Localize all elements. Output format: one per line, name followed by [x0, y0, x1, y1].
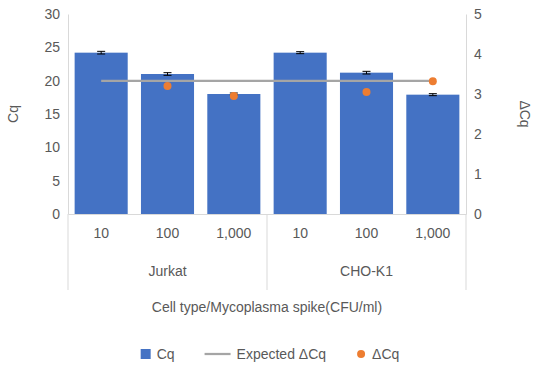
error-bar [296, 52, 304, 54]
y2-tick-label: 0 [474, 206, 482, 222]
y-axis-title: Cq [5, 105, 21, 123]
legend-label: ΔCq [372, 346, 399, 362]
y-tick: 5 [52, 173, 68, 189]
error-bar-cap [97, 54, 105, 55]
y2-tick: 0 [466, 206, 482, 222]
y2-tick-label: 1 [474, 166, 482, 182]
group-separator [466, 214, 467, 290]
line [101, 80, 433, 82]
y-tick: 10 [44, 139, 68, 155]
chart: 0 5 10 15 20 25 30 0 1 2 3 4 5 10 100 1,000 10 100 1,000 Ju… [0, 0, 540, 372]
x-axis-title: Cell type/Mycoplasma spike(CFU/ml) [152, 299, 382, 315]
error-bar-cap [296, 51, 304, 52]
x-tick: 100 [355, 214, 379, 241]
y-tick: 0 [52, 206, 68, 222]
legend-label: Cq [157, 346, 175, 362]
point [429, 77, 437, 85]
legend-swatch [205, 353, 231, 355]
error-bar [164, 73, 172, 76]
legend-item: Expected ΔCq [205, 346, 327, 362]
y-tick-label: 0 [52, 206, 60, 222]
x-tick-label: 10 [292, 225, 308, 241]
y-tick-label: 30 [44, 6, 60, 22]
group-label: Jurkat [148, 263, 186, 279]
bar [207, 94, 260, 214]
x-tick-label: 100 [156, 225, 180, 241]
y-tick-label: 25 [44, 39, 60, 55]
error-bar-cap [164, 72, 172, 73]
y-tick-label: 10 [44, 139, 60, 155]
plot: 0 5 10 15 20 25 30 0 1 2 3 4 5 10 100 1,000 10 100 1,000 Ju… [44, 6, 482, 290]
legend-label: Expected ΔCq [237, 346, 327, 362]
point [164, 82, 172, 90]
y-tick: 30 [44, 6, 68, 22]
y2-tick-label: 4 [474, 46, 482, 62]
error-bar [429, 94, 437, 96]
x-tick: 10 [93, 214, 109, 241]
bar [141, 74, 194, 214]
marks [75, 51, 460, 214]
y2-axis-line [466, 15, 467, 215]
y2-tick: 1 [466, 166, 482, 182]
error-bar [363, 71, 371, 74]
y2-tick: 4 [466, 46, 482, 62]
legend-swatch [357, 350, 365, 358]
x-tick: 100 [156, 214, 180, 241]
point [363, 88, 371, 96]
y-axis-line [68, 15, 69, 215]
x-tick: 1,000 [216, 214, 251, 241]
bar [75, 53, 128, 214]
y-tick: 15 [44, 106, 68, 122]
y2-tick: 5 [466, 6, 482, 22]
error-bar-cap [363, 74, 371, 75]
group-separator [68, 214, 69, 290]
error-bar-cap [296, 53, 304, 54]
y2-tick: 3 [466, 86, 482, 102]
point [230, 92, 238, 100]
y2-tick-label: 2 [474, 126, 482, 142]
x-tick-label: 10 [93, 225, 109, 241]
x-tick: 1,000 [415, 214, 450, 241]
bar [406, 95, 459, 214]
error-bar-cap [429, 93, 437, 94]
group-separator [267, 214, 268, 290]
x-tick-label: 100 [355, 225, 379, 241]
bar [274, 53, 327, 214]
y2-tick: 2 [466, 126, 482, 142]
y2-axis: 0 1 2 3 4 5 [466, 6, 482, 222]
x-tick-label: 1,000 [216, 225, 251, 241]
legend: Cq Expected ΔCq ΔCq [141, 346, 400, 362]
legend-item: Cq [141, 346, 175, 362]
error-bar [97, 51, 105, 54]
error-bar-cap [164, 75, 172, 76]
error-bar-cap [97, 51, 105, 52]
group-label: CHO-K1 [340, 263, 393, 279]
y-tick-label: 15 [44, 106, 60, 122]
y-tick: 20 [44, 73, 68, 89]
y-tick-label: 20 [44, 73, 60, 89]
error-bar-cap [429, 95, 437, 96]
x-tick: 10 [292, 214, 308, 241]
legend-swatch [141, 349, 151, 359]
y2-tick-label: 5 [474, 6, 482, 22]
y-tick: 25 [44, 39, 68, 55]
y-tick-label: 5 [52, 173, 60, 189]
y-axis: 0 5 10 15 20 25 30 [44, 6, 68, 222]
y2-tick-label: 3 [474, 86, 482, 102]
legend-item: ΔCq [357, 346, 399, 362]
error-bar-cap [363, 71, 371, 72]
bar [340, 73, 393, 214]
x-tick-label: 1,000 [415, 225, 450, 241]
y2-axis-title: ΔCq [517, 100, 533, 127]
